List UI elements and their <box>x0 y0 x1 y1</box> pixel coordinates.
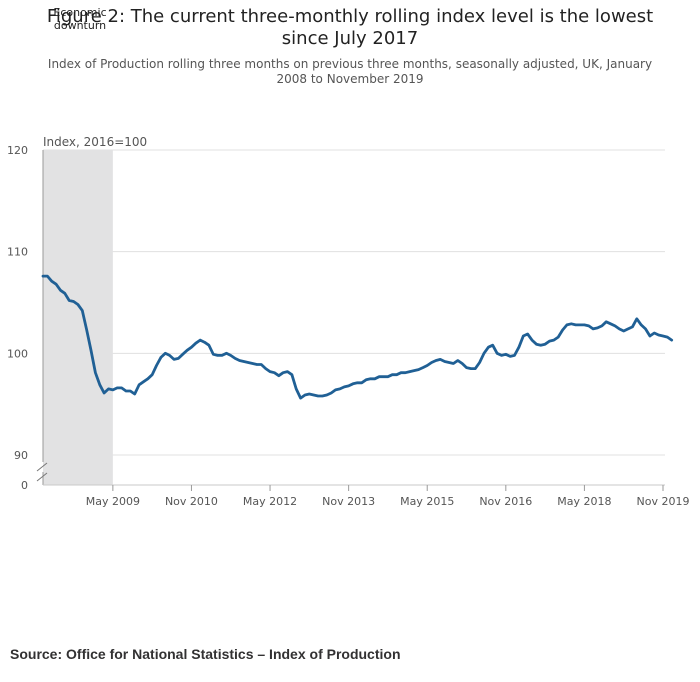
chart-title: Figure 2: The current three-monthly roll… <box>46 6 654 49</box>
x-tick-label: Nov 2016 <box>479 495 532 508</box>
y-tick-label: 90 <box>14 449 28 462</box>
axes <box>36 150 665 491</box>
axis-break-mark <box>36 462 48 472</box>
y-axis-title: Index, 2016=100 <box>43 135 147 149</box>
x-tick-label: May 2012 <box>243 495 297 508</box>
series-layer <box>41 274 674 400</box>
y-tick-label: 110 <box>7 246 28 259</box>
shaded-region-label: Economic <box>53 6 106 19</box>
shaded-region-layer <box>43 150 113 485</box>
shaded-region-label: downturn <box>54 19 106 32</box>
x-tick-label: Nov 2013 <box>322 495 375 508</box>
y-tick-label: 100 <box>7 347 28 360</box>
x-tick-label: May 2018 <box>557 495 611 508</box>
series-line <box>41 274 674 400</box>
x-tick-label: Nov 2010 <box>165 495 218 508</box>
axis-break-mark <box>36 472 48 482</box>
y-tick-label: 0 <box>21 479 28 492</box>
x-tick-label: May 2009 <box>86 495 140 508</box>
y-tick-label: 120 <box>7 144 28 157</box>
source-note: Source: Office for National Statistics –… <box>10 646 401 662</box>
chart-subtitle: Index of Production rolling three months… <box>47 57 653 86</box>
x-tick-label: Nov 2019 <box>637 495 690 508</box>
shaded-region <box>43 150 113 485</box>
x-tick-label: May 2015 <box>400 495 454 508</box>
gridlines <box>43 149 665 456</box>
